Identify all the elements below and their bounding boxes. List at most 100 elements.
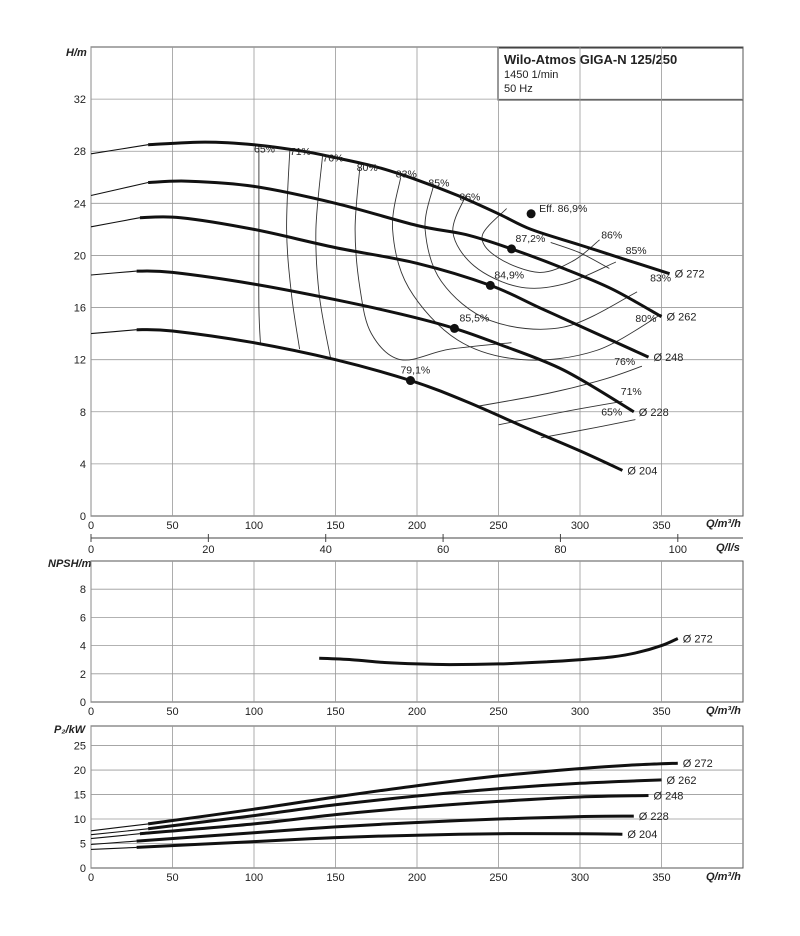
chart-title: Wilo-Atmos GIGA-N 125/250 [504, 52, 677, 67]
curve-248-panel-0 [139, 215, 650, 359]
efficiency-isoline [315, 156, 332, 359]
curve-262-panel-0 [148, 179, 663, 319]
x-tick-label: 50 [166, 872, 178, 884]
curve-lead-segment [90, 828, 149, 836]
series-label-272: Ø 272 [683, 634, 713, 646]
x-tick-label: 50 [166, 706, 178, 718]
series-label-248: Ø 248 [653, 352, 683, 364]
curve-228-panel-2 [136, 814, 634, 843]
curve-lead-segment [90, 217, 141, 228]
efficiency-label: 83% [650, 273, 671, 285]
x-tick-label: 250 [489, 706, 507, 718]
bep-label: 85,5% [459, 312, 489, 324]
series-label-248: Ø 248 [653, 791, 683, 803]
y-tick-label: 0 [80, 511, 86, 523]
x-tick-label: 300 [571, 706, 589, 718]
flow-axis-label-npsh: Q/m³/h [706, 705, 741, 717]
chart-subtitle-frequency: 50 Hz [504, 83, 533, 95]
efficiency-isoline [540, 419, 636, 439]
y-tick-label: 20 [74, 250, 86, 262]
y-tick-label: 8 [80, 407, 86, 419]
series-label-262: Ø 262 [667, 312, 697, 324]
x-tick-label: 100 [245, 520, 263, 532]
title-box: Wilo-Atmos GIGA-N 125/250 1450 1/min 50 … [497, 47, 744, 101]
bep-point [485, 280, 495, 290]
bep-point [449, 323, 459, 333]
efficiency-isoline [481, 208, 600, 273]
x-tick-label: 200 [408, 520, 426, 532]
x-tick-label: 350 [652, 706, 670, 718]
x-tick-label: 250 [489, 520, 507, 532]
x-tick-label: 0 [88, 872, 94, 884]
curve-204-panel-0 [136, 328, 624, 472]
efficiency-label: 76% [614, 356, 635, 368]
bep-label: 87,2% [516, 233, 546, 245]
efficiency-isoline [258, 146, 261, 345]
head-axis-label: H/m [66, 47, 87, 59]
efficiency-label: 80% [357, 162, 378, 174]
x-tick-label: 0 [88, 706, 94, 718]
curve-204-panel-2 [136, 832, 623, 849]
curve-lead-segment [90, 840, 137, 846]
efficiency-label: 86% [601, 230, 622, 242]
curve-262-panel-2 [147, 778, 662, 831]
bep-point [507, 244, 517, 254]
y-tick-label: 0 [80, 697, 86, 709]
efficiency-label: 71% [290, 146, 311, 158]
bep-label: 79,1% [400, 365, 430, 377]
series-label-228: Ø 228 [639, 811, 669, 823]
y-tick-label: 2 [80, 669, 86, 681]
series-label-272: Ø 272 [675, 269, 705, 281]
efficiency-isoline [452, 195, 617, 289]
flow-ls-tick-label: 0 [88, 544, 94, 556]
flow-axis-label-ls: Q/l/s [716, 542, 740, 554]
efficiency-isoline [286, 148, 301, 350]
bep-point [526, 209, 536, 219]
efficiency-isoline [392, 177, 662, 361]
x-tick-label: 300 [571, 872, 589, 884]
npsh-curve-272 [319, 637, 679, 667]
flow-ls-tick-label: 60 [437, 544, 449, 556]
curve-lead-segment [90, 833, 140, 840]
y-tick-label: 4 [80, 641, 86, 653]
flow-axis-label-power: Q/m³/h [706, 871, 741, 883]
efficiency-label: 86% [459, 192, 480, 204]
curve-lead-segment [90, 329, 137, 335]
y-tick-label: 5 [80, 839, 86, 851]
efficiency-isoline [550, 241, 610, 269]
curve-lead-segment [90, 846, 137, 850]
efficiency-contours [258, 146, 662, 439]
y-tick-label: 6 [80, 612, 86, 624]
flow-ls-tick-label: 20 [202, 544, 214, 556]
y-tick-label: 20 [74, 765, 86, 777]
x-tick-label: 300 [571, 520, 589, 532]
y-tick-label: 0 [80, 863, 86, 875]
flow-ls-tick-label: 80 [554, 544, 566, 556]
flow-ls-tick-label: 40 [320, 544, 332, 556]
series-label-272: Ø 272 [683, 758, 713, 770]
curve-lead-segment [90, 270, 137, 276]
series-label-204: Ø 204 [627, 829, 657, 841]
x-tick-label: 150 [326, 706, 344, 718]
efficiency-label: 71% [621, 386, 642, 398]
y-tick-label: 32 [74, 94, 86, 106]
efficiency-label: 85% [626, 245, 647, 257]
efficiency-isoline [354, 166, 512, 361]
curve-lead-segment [90, 181, 149, 197]
chart-subtitle-speed: 1450 1/min [504, 69, 558, 81]
bep-label: 84,9% [494, 269, 524, 281]
x-tick-label: 100 [245, 706, 263, 718]
curve-248-panel-2 [139, 794, 649, 836]
efficiency-isoline [475, 365, 643, 408]
curves-layer [90, 140, 679, 850]
y-tick-label: 8 [80, 584, 86, 596]
y-tick-label: 25 [74, 741, 86, 753]
x-tick-label: 50 [166, 520, 178, 532]
x-tick-label: 250 [489, 872, 507, 884]
curve-lead-segment [90, 823, 149, 832]
y-tick-label: 12 [74, 355, 86, 367]
flow-axis-label-head: Q/m³/h [706, 518, 741, 530]
bep-point [405, 376, 415, 386]
